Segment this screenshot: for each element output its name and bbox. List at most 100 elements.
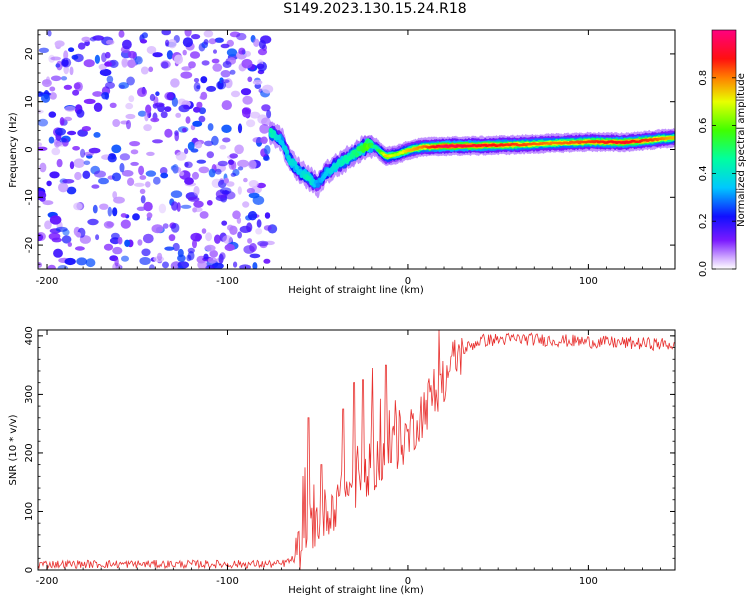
noise-blob — [192, 239, 197, 249]
noise-blob — [209, 250, 218, 258]
noise-blob — [98, 177, 109, 185]
noise-blob — [236, 32, 247, 41]
snr-series-line — [38, 330, 675, 570]
noise-blob — [241, 107, 252, 115]
noise-blob — [109, 237, 121, 245]
noise-blob — [137, 110, 147, 117]
noise-blob — [165, 39, 170, 47]
noise-blob — [121, 255, 129, 262]
signal-cell — [271, 130, 277, 136]
noise-blob — [219, 144, 227, 150]
noise-blob — [199, 211, 209, 219]
noise-blob — [226, 48, 238, 57]
noise-blob — [208, 38, 217, 45]
spectrogram-x-axis: -200 -100 0 100 — [36, 30, 661, 287]
noise-blob — [63, 84, 73, 90]
noise-blob — [201, 228, 207, 234]
noise-blob — [130, 161, 139, 166]
noise-blob — [200, 76, 208, 84]
noise-blob — [249, 253, 261, 259]
noise-blob — [243, 177, 248, 183]
snr-plot-area — [38, 330, 675, 570]
signal-cell — [276, 134, 282, 141]
noise-blob — [73, 82, 81, 90]
noise-blob — [213, 49, 217, 54]
noise-blob — [67, 130, 77, 136]
noise-blob — [134, 56, 143, 65]
noise-blob — [53, 248, 63, 258]
noise-blob — [66, 186, 77, 195]
noise-blob — [201, 60, 210, 66]
noise-blob — [177, 254, 186, 262]
noise-blob — [132, 213, 140, 221]
noise-blob — [233, 261, 238, 268]
noise-blob — [257, 48, 268, 56]
noise-blob — [261, 117, 271, 126]
noise-blob — [92, 204, 98, 214]
noise-blob — [63, 116, 73, 122]
noise-blob — [194, 141, 203, 149]
noise-blob — [38, 262, 43, 268]
noise-blob — [204, 244, 216, 252]
noise-blob — [242, 95, 253, 105]
noise-blob — [222, 137, 231, 143]
noise-blob — [244, 50, 251, 57]
noise-blob — [73, 202, 83, 211]
noise-blob — [262, 155, 270, 161]
noise-blob — [125, 102, 134, 110]
spectrogram-y-tick-label: 0 — [24, 146, 35, 152]
noise-blob — [198, 166, 210, 174]
noise-blob — [106, 39, 115, 45]
noise-blob — [263, 258, 271, 264]
noise-blob — [46, 180, 52, 187]
snr-x-tick-label: 0 — [405, 576, 411, 587]
signal-cell — [284, 149, 290, 155]
noise-blob — [246, 119, 256, 128]
noise-blob — [82, 170, 91, 179]
noise-blob — [172, 242, 180, 252]
spectrogram-y-tick-label: 20 — [24, 48, 35, 61]
noise-blob — [38, 118, 49, 127]
noise-blob — [125, 113, 136, 120]
noise-blob — [200, 91, 208, 100]
noise-blob — [127, 59, 136, 68]
noise-blob — [229, 69, 236, 75]
noise-blob — [94, 54, 100, 64]
signal-cell — [286, 154, 291, 161]
noise-blob — [45, 76, 51, 85]
noise-blob — [112, 191, 118, 199]
noise-blob — [224, 243, 235, 252]
noise-blob — [167, 39, 177, 49]
noise-blob — [58, 182, 69, 193]
noise-blob — [138, 165, 145, 176]
noise-blob — [175, 112, 182, 118]
noise-blob — [55, 127, 66, 136]
noise-blob — [136, 206, 146, 211]
signal-cell — [294, 164, 299, 171]
noise-blob — [111, 144, 122, 154]
snr-panel: -200 -100 0 100 0 100 200 300 400 Height of str… — [8, 326, 676, 596]
noise-blob — [187, 141, 195, 151]
noise-blob — [126, 76, 135, 86]
noise-blob — [179, 171, 185, 177]
noise-blob — [80, 148, 86, 158]
snr-y-axis: 0 100 200 300 400 — [24, 326, 675, 573]
colorbar-tick-label: 0.4 — [698, 165, 709, 181]
noise-blob — [140, 195, 146, 204]
noise-blob — [222, 61, 232, 68]
noise-blob — [253, 38, 260, 47]
noise-blob — [64, 257, 76, 266]
noise-blob — [77, 129, 88, 137]
spectrogram-x-tick-label: 100 — [579, 276, 598, 287]
noise-blob — [141, 248, 151, 257]
noise-blob — [240, 88, 252, 96]
noise-blob — [60, 57, 72, 68]
noise-blob — [56, 158, 63, 168]
noise-blob — [47, 264, 56, 269]
noise-blob — [237, 166, 244, 171]
noise-blob — [263, 225, 272, 231]
noise-blob — [109, 59, 119, 68]
colorbar-frame — [711, 29, 737, 270]
noise-blob — [172, 164, 179, 174]
